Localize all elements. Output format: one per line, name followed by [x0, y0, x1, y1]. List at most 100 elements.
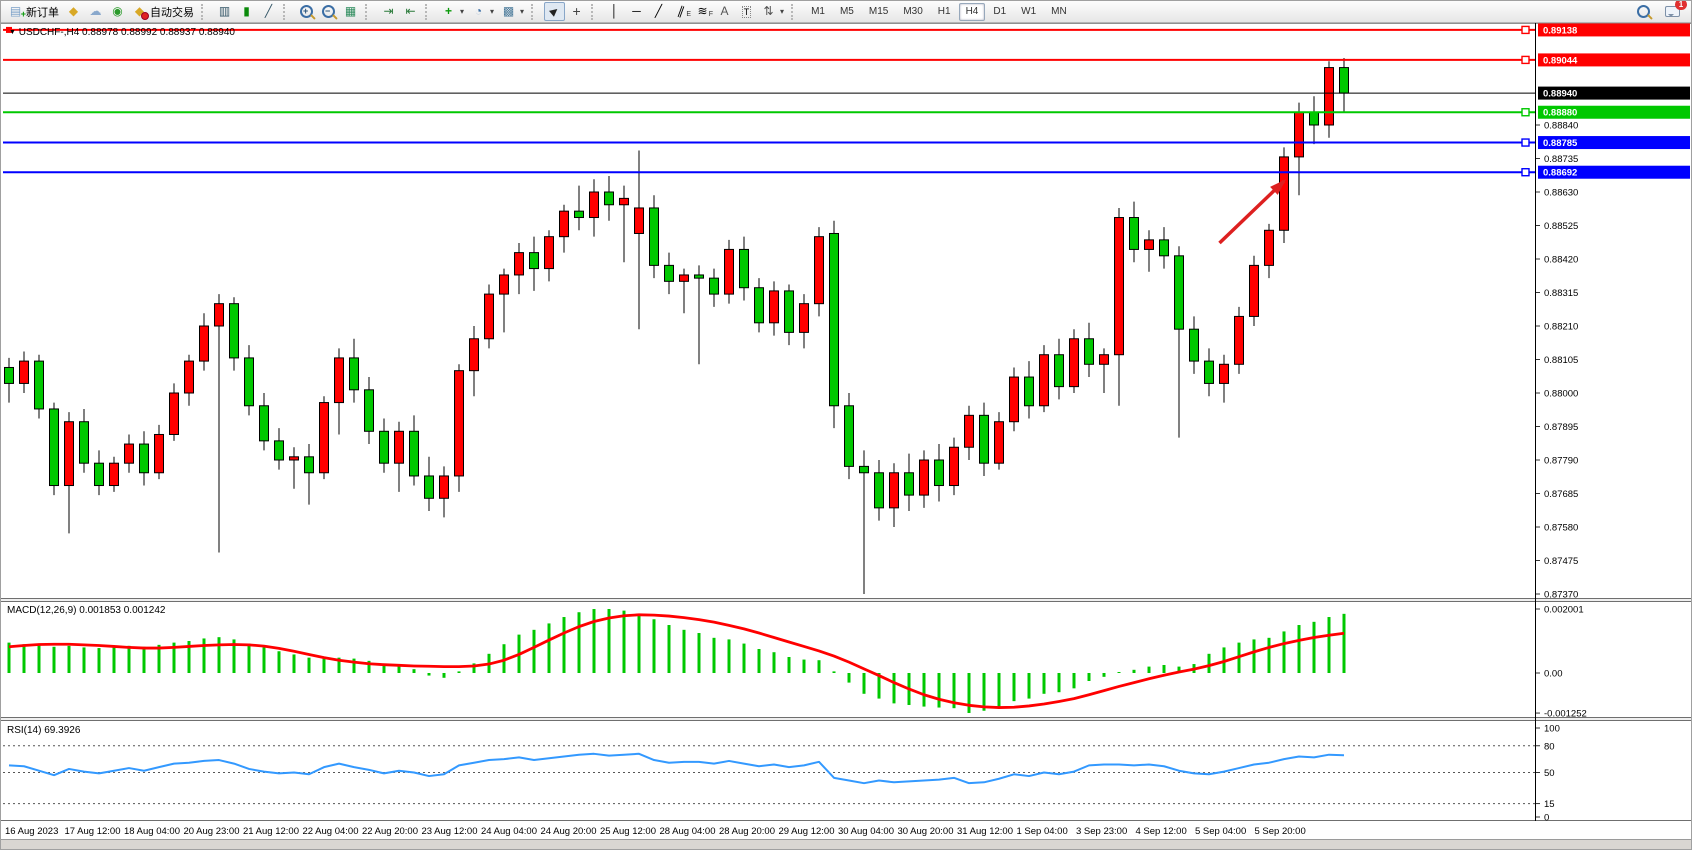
candlestick-icon: ▮ — [243, 4, 250, 18]
notification-badge: 1 — [1675, 1, 1687, 10]
periods-button[interactable]: ◔ ▾ — [468, 2, 497, 21]
svg-text:0.00: 0.00 — [1544, 669, 1563, 680]
new-order-label: 新订单 — [26, 6, 59, 19]
svg-text:24 Aug 20:00: 24 Aug 20:00 — [541, 826, 597, 837]
svg-text:0.88692: 0.88692 — [1543, 168, 1577, 179]
line-handle[interactable] — [6, 26, 12, 33]
price-tag — [1538, 136, 1690, 150]
template-icon: ▩ — [502, 4, 515, 18]
svg-text:29 Aug 12:00: 29 Aug 12:00 — [779, 826, 835, 837]
svg-text:0.87790: 0.87790 — [1544, 456, 1578, 467]
chart-canvas: 0.88840 0.88735 0.88630 0.88525 0.88420 0.883… — [1, 23, 1691, 839]
chart-title: ▼ USDCHF-,H4 0.88978 0.88992 0.88937 0.8… — [9, 27, 235, 38]
line-handle[interactable] — [1521, 55, 1530, 65]
chevron-down-icon: ▾ — [490, 7, 495, 16]
chart-shift-button[interactable]: ⇤ — [400, 2, 421, 21]
rsi-layer: 100 80 50 15 0 — [3, 724, 1560, 824]
vertical-line-icon: │ — [610, 4, 619, 18]
line-handle[interactable] — [1521, 25, 1530, 35]
line-chart-mode-button[interactable]: ╱ — [258, 2, 279, 21]
price-axis[interactable]: 0.88840 0.88735 0.88630 0.88525 0.88420 0.883… — [1535, 23, 1690, 601]
candlestick-mode-button[interactable]: ▮ — [236, 2, 257, 21]
svg-text:50: 50 — [1544, 768, 1555, 779]
fibonacci-tool-button[interactable]: ≋ F — [692, 2, 714, 21]
timeframe-w1-button[interactable]: W1 — [1014, 3, 1043, 21]
auto-scroll-icon: ⇥ — [383, 4, 394, 18]
bar-chart-mode-button[interactable]: ▥ — [214, 2, 235, 21]
svg-text:0.89044: 0.89044 — [1543, 55, 1578, 66]
svg-text:28 Aug 04:00: 28 Aug 04:00 — [660, 826, 716, 837]
notifications-button[interactable]: 1 — [1662, 1, 1687, 21]
channel-tool-button[interactable]: ∥ E — [670, 2, 692, 21]
svg-text:0: 0 — [1544, 813, 1549, 824]
timeframe-m1-button[interactable]: M1 — [804, 3, 832, 21]
svg-text:22 Aug 20:00: 22 Aug 20:00 — [362, 826, 418, 837]
level-lines — [3, 25, 1535, 177]
timeframe-h4-button[interactable]: H4 — [958, 2, 986, 21]
zoom-in-icon: + — [299, 4, 314, 19]
chart-area[interactable]: 0.88840 0.88735 0.88630 0.88525 0.88420 0.883… — [1, 23, 1691, 839]
svg-text:28 Aug 20:00: 28 Aug 20:00 — [719, 826, 775, 837]
new-order-icon: ▤ + — [9, 4, 26, 19]
templates-button[interactable]: ▩ ▾ — [498, 2, 527, 21]
auto-scroll-button[interactable]: ⇥ — [378, 2, 399, 21]
svg-text:0.87370: 0.87370 — [1544, 590, 1578, 601]
svg-text:30 Aug 04:00: 30 Aug 04:00 — [838, 826, 894, 837]
search-icon — [1636, 4, 1651, 19]
price-tag — [1538, 86, 1690, 100]
crosshair-icon: + — [572, 3, 581, 19]
text-tool-button[interactable]: A — [714, 2, 735, 21]
svg-text:0.88525: 0.88525 — [1544, 221, 1578, 232]
svg-text:18 Aug 04:00: 18 Aug 04:00 — [124, 826, 180, 837]
svg-text:3 Sep 23:00: 3 Sep 23:00 — [1076, 826, 1127, 837]
pane-borders — [1, 23, 1691, 821]
crosshair-tool-button[interactable]: + — [566, 2, 587, 21]
vertical-line-tool-button[interactable]: │ — [604, 2, 625, 21]
trend-arrow-annotation[interactable] — [1218, 179, 1287, 245]
line-handle[interactable] — [1521, 168, 1530, 177]
zoom-in-button[interactable]: + — [296, 2, 317, 21]
text-label-tool-button[interactable]: T — [736, 2, 757, 21]
macd-signal-line — [8, 613, 1345, 709]
svg-text:31 Aug 12:00: 31 Aug 12:00 — [957, 826, 1013, 837]
cursor-tool-button[interactable]: ▶ — [544, 2, 566, 21]
line-handle[interactable] — [1521, 108, 1530, 117]
add-indicator-button[interactable]: + ▾ — [438, 2, 467, 21]
timeframe-m30-button[interactable]: M30 — [896, 3, 929, 21]
svg-text:20 Aug 23:00: 20 Aug 23:00 — [184, 826, 240, 837]
timeframe-mn-button[interactable]: MN — [1044, 3, 1074, 21]
time-axis[interactable]: 16 Aug 2023 17 Aug 12:00 18 Aug 04:00 20 Au… — [5, 826, 1306, 837]
equidistant-channel-icon: ∥ E — [675, 3, 692, 19]
new-order-button[interactable]: ▤ + 新订单 — [5, 2, 62, 21]
svg-text:0.88000: 0.88000 — [1544, 389, 1578, 400]
svg-text:1 Sep 04:00: 1 Sep 04:00 — [1017, 826, 1068, 837]
svg-text:0.002001: 0.002001 — [1544, 605, 1584, 616]
title-marker-icon: ▼ — [9, 29, 16, 36]
timeframe-h1-button[interactable]: H1 — [931, 3, 958, 21]
auto-trading-button[interactable]: ◆ 自动交易 — [129, 2, 197, 21]
timeframe-m15-button[interactable]: M15 — [862, 3, 895, 21]
svg-text:0.88880: 0.88880 — [1543, 108, 1577, 119]
trendline-icon: ╱ — [654, 4, 663, 18]
timeframe-m5-button[interactable]: M5 — [833, 3, 861, 21]
candles-layer — [4, 57, 1349, 595]
horizontal-line-tool-button[interactable]: ─ — [626, 2, 647, 21]
main-toolbar: ▤ + 新订单 ◆ ☁ ◉ ◆ 自动交易 ▥ ▮ ╱ + − — [1, 1, 1691, 23]
arrows-tool-button[interactable]: ⇅ ▾ — [758, 2, 787, 21]
chart-shift-icon: ⇤ — [405, 4, 416, 18]
svg-text:0.87685: 0.87685 — [1544, 489, 1578, 500]
search-button[interactable] — [1633, 2, 1654, 21]
signals-button[interactable]: ◉ — [107, 2, 128, 21]
tile-windows-button[interactable]: ▦ — [340, 2, 361, 21]
line-handle[interactable] — [1521, 138, 1530, 147]
signal-icon: ◉ — [112, 4, 123, 18]
community-button[interactable]: ☁ — [85, 2, 106, 21]
svg-text:0.87580: 0.87580 — [1544, 523, 1578, 534]
profile-button[interactable]: ◆ — [63, 2, 84, 21]
trendline-tool-button[interactable]: ╱ — [648, 2, 669, 21]
zoom-out-button[interactable]: − — [318, 2, 339, 21]
timeframe-d1-button[interactable]: D1 — [986, 3, 1013, 21]
svg-text:100: 100 — [1544, 724, 1560, 735]
svg-text:22 Aug 04:00: 22 Aug 04:00 — [303, 826, 359, 837]
